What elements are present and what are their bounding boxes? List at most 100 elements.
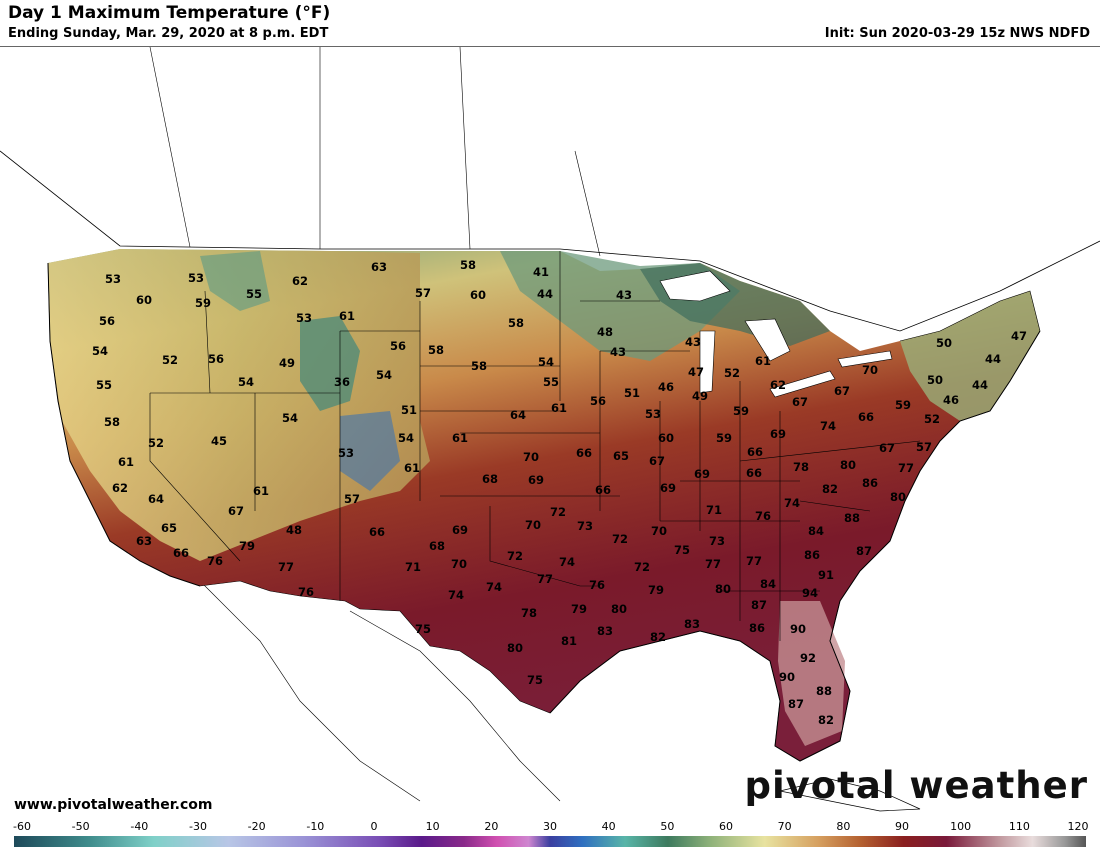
- temperature-value: 80: [611, 602, 627, 616]
- temperature-value: 56: [390, 339, 406, 353]
- temperature-value: 90: [790, 622, 806, 636]
- scale-tick-label: -30: [189, 820, 207, 833]
- temperature-value: 91: [818, 568, 834, 582]
- temperature-value: 54: [282, 411, 298, 425]
- temperature-map[interactable]: 53 53 62 63 58 41 60 59 55 57 60 44 43 56 53 61 58 48 47 54…: [0, 46, 1100, 821]
- temperature-value: 56: [99, 314, 115, 328]
- temperature-value: 75: [527, 673, 543, 687]
- scale-tick-label: 20: [484, 820, 499, 833]
- temperature-value: 53: [188, 271, 204, 285]
- temperature-value: 60: [658, 431, 674, 445]
- temperature-value: 54: [238, 375, 254, 389]
- temperature-value: 78: [793, 460, 809, 474]
- temperature-value: 69: [770, 427, 786, 441]
- temperature-value: 67: [792, 395, 808, 409]
- temperature-value: 59: [733, 404, 749, 418]
- website-label[interactable]: www.pivotalweather.com: [14, 797, 213, 813]
- scale-tick-label: 40: [601, 820, 616, 833]
- temperature-value: 52: [724, 366, 740, 380]
- temperature-value: 57: [415, 286, 431, 300]
- temperature-value: 80: [507, 641, 523, 655]
- temperature-value: 77: [898, 461, 914, 475]
- temperature-value: 51: [401, 403, 417, 417]
- scale-tick-label: 30: [543, 820, 557, 833]
- scale-tick-label: -60: [13, 820, 31, 833]
- temperature-value: 82: [650, 630, 666, 644]
- temperature-value: 86: [749, 621, 765, 635]
- scale-tick-label: -10: [306, 820, 325, 833]
- temperature-value: 53: [105, 272, 121, 286]
- temperature-value: 76: [298, 585, 314, 599]
- temperature-value: 53: [338, 446, 354, 460]
- temperature-value: 55: [96, 378, 112, 392]
- temperature-value: 72: [550, 505, 566, 519]
- scale-tick-label: 110: [1008, 820, 1030, 833]
- temperature-value: 75: [674, 543, 690, 557]
- temperature-value: 58: [104, 415, 120, 429]
- temperature-value: 55: [543, 375, 559, 389]
- init-time-label: Init: Sun 2020-03-29 15z NWS NDFD: [824, 26, 1090, 41]
- temperature-value: 90: [779, 670, 795, 684]
- temperature-value: 61: [452, 431, 468, 445]
- idaho-cool-zone: [200, 251, 270, 311]
- temperature-value: 36: [334, 375, 350, 389]
- temperature-value: 73: [577, 519, 593, 533]
- temperature-value: 58: [471, 359, 487, 373]
- temperature-value: 64: [510, 408, 526, 422]
- scale-tick-label: -20: [247, 820, 266, 833]
- temperature-value: 53: [645, 407, 661, 421]
- temperature-value: 65: [613, 449, 629, 463]
- temperature-value: 70: [523, 450, 539, 464]
- temperature-value: 66: [747, 445, 763, 459]
- temperature-value: 67: [649, 454, 665, 468]
- temperature-value: 87: [751, 598, 767, 612]
- temperature-value: 46: [943, 393, 959, 407]
- temperature-value: 66: [173, 546, 189, 560]
- temperature-value: 79: [571, 602, 587, 616]
- temperature-value: 70: [451, 557, 467, 571]
- lake-erie: [769, 370, 836, 398]
- temperature-value: 74: [448, 588, 464, 602]
- scale-color-bar: [14, 836, 1086, 847]
- temperature-value: 47: [1011, 329, 1027, 343]
- temperature-value: 77: [705, 557, 721, 571]
- temperature-value: 61: [551, 401, 567, 415]
- temperature-value: 94: [802, 586, 818, 600]
- temperature-value: 80: [715, 582, 731, 596]
- temperature-value: 82: [818, 713, 834, 727]
- temperature-value: 47: [688, 365, 704, 379]
- temperature-value: 75: [415, 622, 431, 636]
- temperature-value: 70: [525, 518, 541, 532]
- temperature-value: 44: [985, 352, 1001, 366]
- temperature-value: 69: [452, 523, 468, 537]
- temperature-value: 88: [816, 684, 832, 698]
- temperature-value: 74: [486, 580, 502, 594]
- temperature-value: 55: [246, 287, 262, 301]
- temperature-value: 66: [746, 466, 762, 480]
- color-scale: -60 -50 -40 -30 -20 -10 0 10 20 30 40 50 60 70 80 90 100…: [0, 820, 1100, 850]
- temperature-value: 86: [862, 476, 878, 490]
- temperature-value: 87: [856, 544, 872, 558]
- florida-hot-zone: [778, 601, 845, 746]
- lake-ontario: [837, 350, 893, 368]
- gulf-atlantic-coastline: [549, 330, 1041, 762]
- colorado-cold-zone: [340, 411, 400, 491]
- scale-tick-label: 80: [836, 820, 851, 833]
- lake-michigan: [699, 330, 716, 394]
- temperature-value: 68: [429, 539, 445, 553]
- temperature-value: 45: [211, 434, 227, 448]
- temperature-value: 61: [118, 455, 134, 469]
- map-title: Day 1 Maximum Temperature (°F): [8, 3, 331, 23]
- temperature-value: 58: [508, 316, 524, 330]
- temperature-value: 66: [595, 483, 611, 497]
- temperature-value: 70: [862, 363, 878, 377]
- temperature-value: 77: [537, 572, 553, 586]
- temperature-value: 56: [590, 394, 606, 408]
- canada-border: [0, 150, 1100, 332]
- temperature-value: 74: [784, 496, 800, 510]
- cuba-outline: [779, 778, 921, 812]
- temperature-value: 60: [136, 293, 152, 307]
- canada-province-lines: [149, 47, 601, 257]
- temperature-value: 60: [470, 288, 486, 302]
- temperature-value: 41: [533, 265, 549, 279]
